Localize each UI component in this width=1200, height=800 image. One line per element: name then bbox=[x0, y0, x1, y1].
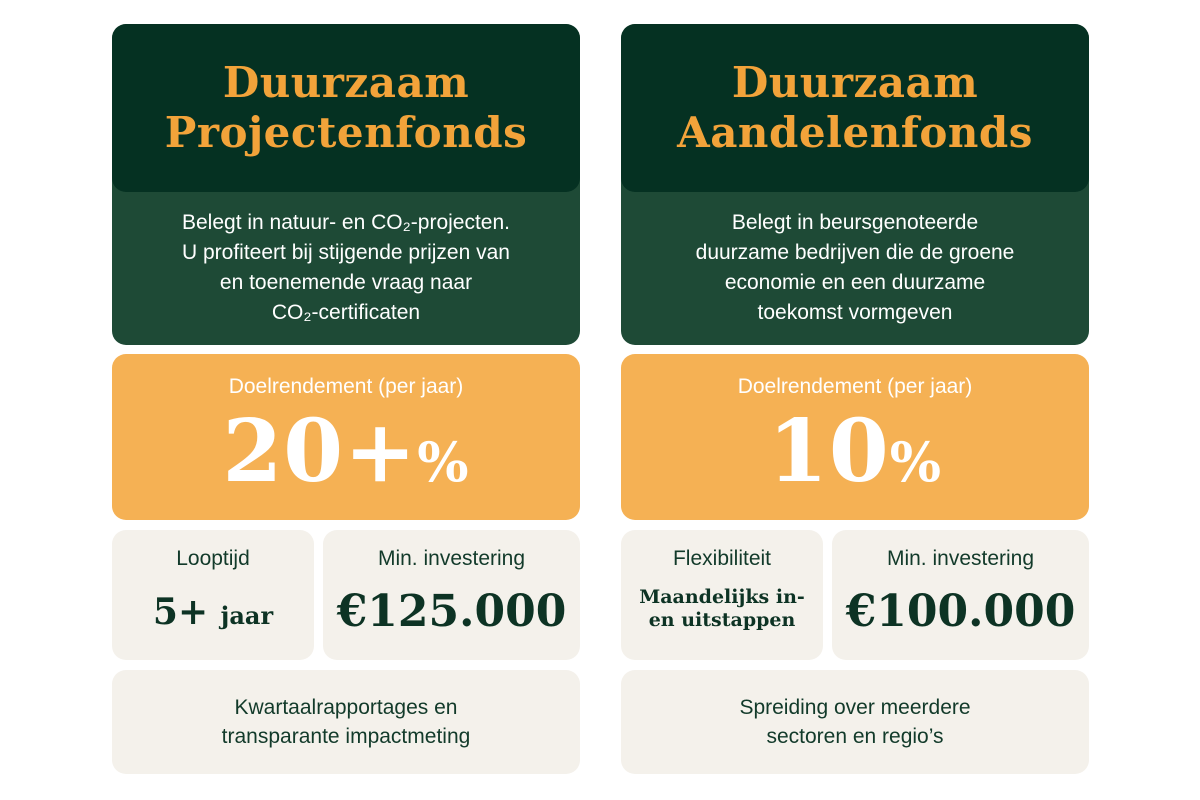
target-return-card: Doelrendement (per jaar) 20+% bbox=[112, 354, 580, 520]
stats-row: Flexibiliteit Maandelijks in- en uitstap… bbox=[621, 530, 1089, 660]
flexibility-label: Flexibiliteit bbox=[672, 547, 772, 570]
target-return-label: Doelrendement (per jaar) bbox=[228, 375, 464, 398]
fund-header-card: Duurzaam Projectenfonds Belegt in natuur… bbox=[112, 24, 580, 345]
fund-card-aandelenfonds: Duurzaam Aandelenfonds Belegt in beursge… bbox=[621, 24, 1089, 774]
fund-description: Belegt in natuur- en CO₂-projecten. U pr… bbox=[181, 211, 510, 324]
target-return-number: 20+ bbox=[222, 401, 418, 502]
min-investment-stat: Min. investering €100.000 bbox=[832, 530, 1089, 660]
target-return-card: Doelrendement (per jaar) 10% bbox=[621, 354, 1089, 520]
stats-row: Looptijd 5+ jaar Min. investering €125.0… bbox=[112, 530, 580, 660]
duration-value: 5+ jaar bbox=[112, 584, 314, 644]
fund-note: Kwartaalrapportages en transparante impa… bbox=[112, 670, 580, 774]
target-return-value: 20+% bbox=[112, 404, 580, 510]
fund-note: Spreiding over meerdere sectoren en regi… bbox=[621, 670, 1089, 774]
target-return-number: 10 bbox=[768, 401, 890, 502]
percent-sign: % bbox=[889, 430, 942, 494]
duration-number: 5+ bbox=[152, 591, 209, 633]
flexibility-value: Maandelijks in- en uitstappen bbox=[639, 586, 805, 631]
fund-card-projectenfonds: Duurzaam Projectenfonds Belegt in natuur… bbox=[112, 24, 580, 774]
min-investment-label: Min. investering bbox=[886, 547, 1035, 570]
percent-sign: % bbox=[417, 430, 470, 494]
duration-label: Looptijd bbox=[176, 547, 250, 570]
fund-title: Duurzaam Aandelenfonds bbox=[677, 58, 1033, 157]
fund-title-box: Duurzaam Projectenfonds bbox=[112, 24, 580, 192]
fund-title-box: Duurzaam Aandelenfonds bbox=[621, 24, 1089, 192]
duration-stat: Looptijd 5+ jaar bbox=[112, 530, 314, 660]
duration-unit: jaar bbox=[220, 601, 274, 630]
fund-description: Belegt in beursgenoteerde duurzame bedri… bbox=[695, 211, 1015, 324]
flexibility-stat: Flexibiliteit Maandelijks in- en uitstap… bbox=[621, 530, 823, 660]
target-return-label: Doelrendement (per jaar) bbox=[737, 375, 973, 398]
min-investment-value: €125.000 bbox=[336, 586, 567, 637]
fund-header-card: Duurzaam Aandelenfonds Belegt in beursge… bbox=[621, 24, 1089, 345]
min-investment-stat: Min. investering €125.000 bbox=[323, 530, 580, 660]
min-investment-value: €100.000 bbox=[845, 586, 1076, 637]
min-investment-label: Min. investering bbox=[377, 547, 526, 570]
target-return-value: 10% bbox=[621, 404, 1089, 510]
fund-title: Duurzaam Projectenfonds bbox=[164, 58, 528, 157]
